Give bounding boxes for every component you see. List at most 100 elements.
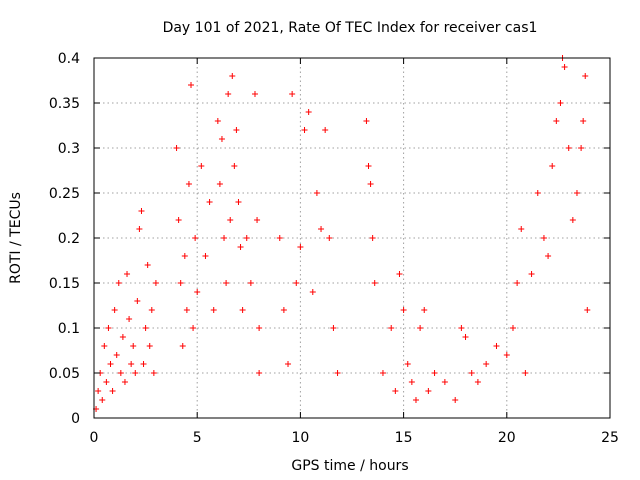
data-point bbox=[509, 325, 516, 331]
data-point bbox=[202, 253, 209, 259]
data-point bbox=[214, 118, 221, 124]
data-point bbox=[309, 289, 316, 295]
grid bbox=[94, 58, 610, 418]
data-point bbox=[580, 118, 587, 124]
data-point bbox=[584, 307, 591, 313]
data-point bbox=[431, 370, 438, 376]
data-point bbox=[493, 343, 500, 349]
data-point bbox=[194, 289, 201, 295]
data-point bbox=[206, 199, 213, 205]
data-point bbox=[146, 343, 153, 349]
y-tick-label: 0.1 bbox=[58, 321, 80, 337]
data-point bbox=[462, 334, 469, 340]
y-tick-label: 0.05 bbox=[49, 366, 80, 382]
data-point bbox=[474, 379, 481, 385]
data-point bbox=[179, 343, 186, 349]
data-point bbox=[218, 136, 225, 142]
data-point bbox=[404, 361, 411, 367]
data-point bbox=[231, 163, 238, 169]
data-point bbox=[412, 397, 419, 403]
data-point bbox=[371, 280, 378, 286]
data-point bbox=[400, 307, 407, 313]
data-point bbox=[243, 235, 250, 241]
x-tick-label: 10 bbox=[291, 430, 309, 446]
data-point bbox=[569, 217, 576, 223]
data-point bbox=[557, 100, 564, 106]
data-point bbox=[301, 127, 308, 133]
x-axis-label: GPS time / hours bbox=[291, 458, 408, 474]
data-point bbox=[239, 307, 246, 313]
data-point bbox=[256, 325, 263, 331]
data-point bbox=[285, 361, 292, 367]
data-point bbox=[229, 73, 236, 79]
x-tick-label: 25 bbox=[601, 430, 619, 446]
y-tick-label: 0.2 bbox=[58, 231, 80, 247]
y-axis-label: ROTI / TECUs bbox=[8, 192, 24, 284]
data-point bbox=[441, 379, 448, 385]
data-point bbox=[330, 325, 337, 331]
data-point bbox=[103, 379, 110, 385]
data-point bbox=[111, 307, 118, 313]
data-point bbox=[545, 253, 552, 259]
data-point bbox=[540, 235, 547, 241]
data-point bbox=[256, 370, 263, 376]
data-point bbox=[363, 118, 370, 124]
data-point bbox=[565, 145, 572, 151]
data-point bbox=[140, 361, 147, 367]
data-point bbox=[326, 235, 333, 241]
data-point bbox=[225, 91, 232, 97]
data-point bbox=[107, 361, 114, 367]
data-point bbox=[365, 163, 372, 169]
data-point bbox=[142, 325, 149, 331]
data-point bbox=[105, 325, 112, 331]
data-point bbox=[144, 262, 151, 268]
data-point bbox=[126, 316, 133, 322]
axis-ticks: 0 5 10 15 20 25 0 0.05 0.1 0.15 0.2 0.25 0.3 0.35 0.4 bbox=[49, 51, 619, 446]
data-point bbox=[185, 181, 192, 187]
data-point bbox=[313, 190, 320, 196]
data-point bbox=[293, 280, 300, 286]
data-point bbox=[109, 388, 116, 394]
data-point bbox=[534, 190, 541, 196]
y-tick-label: 0.15 bbox=[49, 276, 80, 292]
data-point bbox=[190, 325, 197, 331]
data-point bbox=[276, 235, 283, 241]
data-point bbox=[452, 397, 459, 403]
data-point bbox=[417, 325, 424, 331]
data-point bbox=[175, 217, 182, 223]
data-point bbox=[210, 307, 217, 313]
data-point bbox=[221, 235, 228, 241]
x-tick-label: 20 bbox=[498, 430, 516, 446]
data-point bbox=[379, 370, 386, 376]
data-point bbox=[227, 217, 234, 223]
data-point bbox=[148, 307, 155, 313]
data-point bbox=[289, 91, 296, 97]
data-point bbox=[573, 190, 580, 196]
data-point bbox=[130, 343, 137, 349]
data-point bbox=[134, 298, 141, 304]
data-point bbox=[223, 280, 230, 286]
data-point bbox=[216, 181, 223, 187]
data-point bbox=[192, 235, 199, 241]
data-point bbox=[334, 370, 341, 376]
chart-title: Day 101 of 2021, Rate Of TEC Index for r… bbox=[163, 20, 538, 36]
data-point bbox=[458, 325, 465, 331]
data-point bbox=[318, 226, 325, 232]
y-tick-label: 0.25 bbox=[49, 186, 80, 202]
x-tick-label: 15 bbox=[395, 430, 413, 446]
data-point bbox=[322, 127, 329, 133]
data-point bbox=[388, 325, 395, 331]
data-point bbox=[251, 91, 258, 97]
data-point bbox=[150, 370, 157, 376]
data-point bbox=[408, 379, 415, 385]
data-point bbox=[95, 388, 102, 394]
data-point bbox=[369, 235, 376, 241]
data-point bbox=[514, 280, 521, 286]
data-points bbox=[93, 55, 591, 412]
data-point bbox=[367, 181, 374, 187]
data-point bbox=[503, 352, 510, 358]
data-point bbox=[101, 343, 108, 349]
data-point bbox=[254, 217, 261, 223]
data-point bbox=[528, 271, 535, 277]
data-point bbox=[173, 145, 180, 151]
